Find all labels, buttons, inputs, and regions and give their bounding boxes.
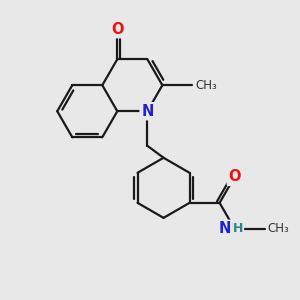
Text: O: O [111, 22, 124, 37]
Text: N: N [219, 221, 231, 236]
Text: CH₃: CH₃ [267, 222, 289, 235]
Text: N: N [141, 104, 154, 119]
Text: H: H [233, 222, 244, 235]
Text: CH₃: CH₃ [195, 79, 217, 92]
Text: O: O [228, 169, 241, 184]
